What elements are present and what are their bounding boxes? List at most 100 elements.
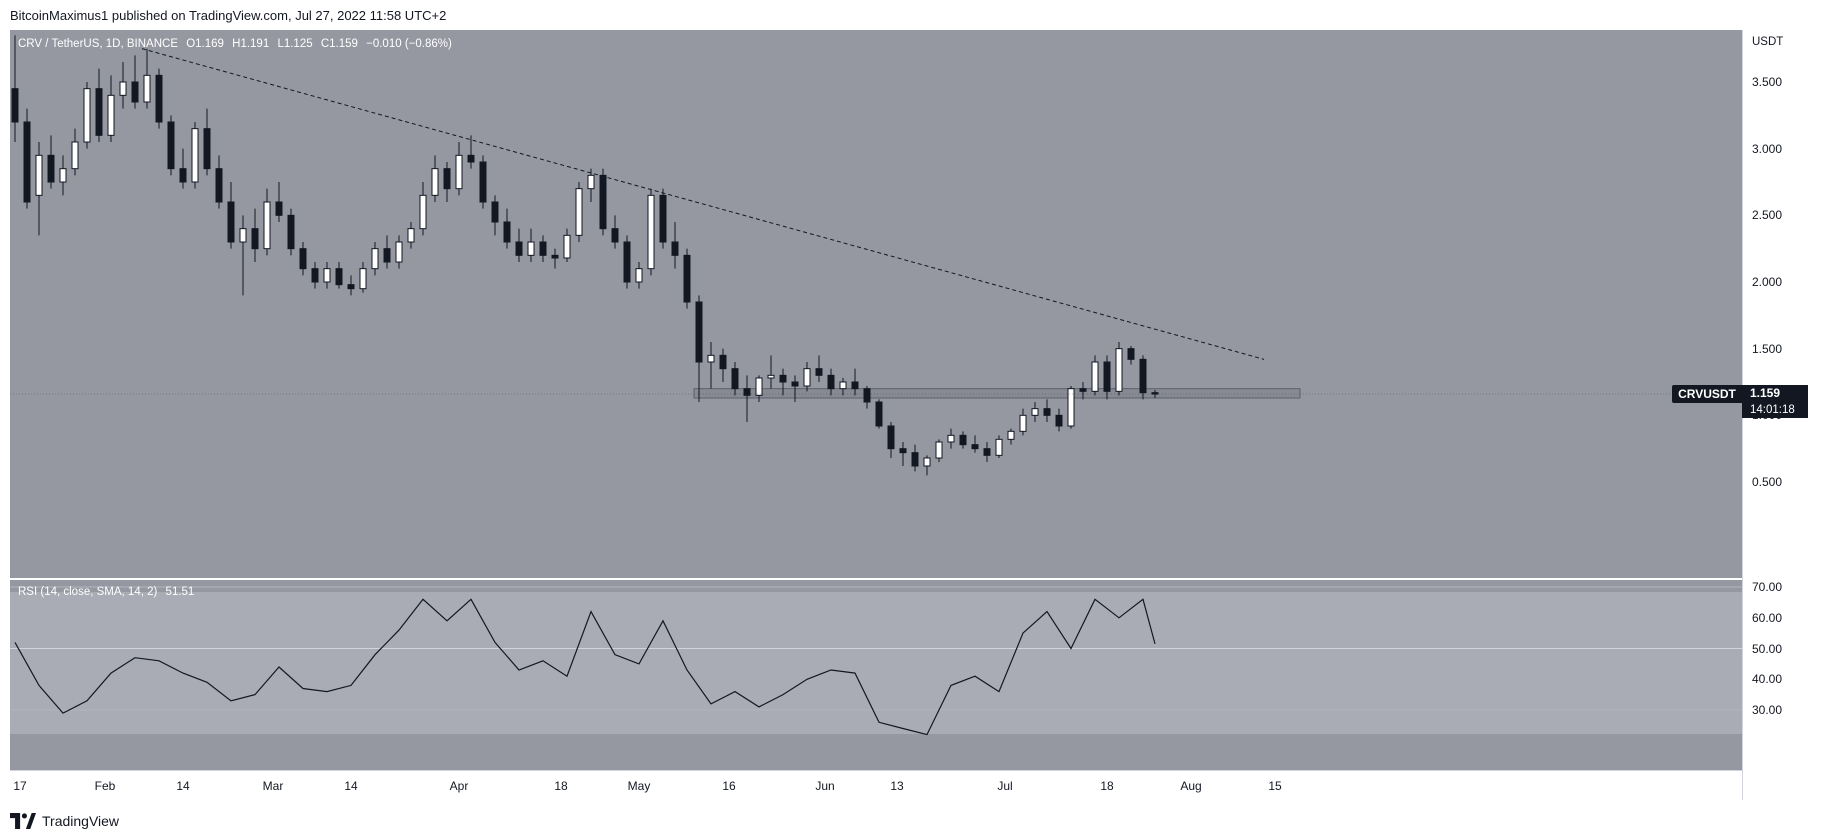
bull-candle-body (83, 88, 91, 143)
time-tick-label: 13 (890, 779, 904, 793)
candle (791, 375, 799, 402)
candle (131, 55, 139, 109)
price-pane[interactable]: CRV / TetherUS, 1D, BINANCE O1.169 H1.19… (10, 30, 1742, 578)
bear-candle-body (731, 368, 739, 390)
low-value: L1.125 (277, 38, 313, 50)
candle (1139, 355, 1147, 400)
bear-candle-body (275, 201, 283, 216)
rsi-label: RSI (14, close, SMA, 14, 2) (18, 586, 158, 598)
bear-candle-body (155, 74, 163, 123)
bear-candle-body (539, 241, 547, 256)
time-tick-label: Aug (1180, 779, 1202, 793)
bear-candle-body (215, 168, 223, 203)
candle (599, 168, 607, 236)
bear-candle-body (695, 301, 703, 363)
candle (95, 68, 103, 142)
candle (311, 262, 319, 289)
candle (959, 431, 967, 449)
bull-candle-body (59, 168, 67, 183)
open-value: O1.169 (186, 38, 224, 50)
bear-candle-body (227, 201, 235, 243)
bull-candle-body (587, 174, 595, 190)
candle (431, 155, 439, 202)
candle (527, 228, 535, 262)
candle (299, 242, 307, 276)
rsi-pane[interactable]: RSI (14, close, SMA, 14, 2) 51.51 (10, 580, 1742, 798)
candle (1151, 390, 1159, 398)
bear-candle-body (1043, 408, 1051, 416)
bear-candle-body (1151, 392, 1159, 395)
bull-candle-body (191, 128, 199, 183)
candle (923, 455, 931, 476)
bear-candle-body (383, 248, 391, 263)
candle (947, 428, 955, 449)
candle (83, 82, 91, 149)
price-tick-label: 2.000 (1752, 275, 1783, 289)
bull-candle-body (419, 194, 427, 230)
bear-candle-body (791, 381, 799, 387)
time-tick-label: Jul (997, 779, 1013, 793)
candle (491, 195, 499, 236)
bear-candle-body (1079, 388, 1087, 392)
high-value: H1.191 (232, 38, 270, 50)
candle (563, 228, 571, 262)
bear-candle-body (311, 268, 319, 283)
candle (1055, 408, 1063, 432)
rsi-tick-label: 50.00 (1752, 641, 1783, 656)
bull-candle-body (935, 441, 943, 459)
chart-frame[interactable]: CRV / TetherUS, 1D, BINANCE O1.169 H1.19… (10, 30, 1742, 800)
bull-candle-body (371, 248, 379, 270)
close-value: C1.159 (320, 38, 358, 50)
candle (335, 262, 343, 289)
bear-candle-body (875, 401, 883, 427)
candle (287, 208, 295, 256)
candle (707, 342, 715, 389)
bull-candle-body (323, 268, 331, 283)
candle (323, 262, 331, 289)
candle (167, 115, 175, 176)
candle (971, 435, 979, 453)
rsi-tick-label: 60.00 (1752, 610, 1783, 625)
candle (851, 368, 859, 396)
candle (887, 422, 895, 458)
bull-candle-body (71, 141, 79, 170)
descending-trendline (141, 48, 1265, 360)
candle (1091, 355, 1099, 396)
candle (263, 188, 271, 256)
bear-candle-body (599, 174, 607, 230)
price-legend: CRV / TetherUS, 1D, BINANCE O1.169 H1.19… (18, 38, 457, 50)
bear-candle-body (1103, 361, 1111, 392)
bear-candle-body (611, 228, 619, 243)
candle (359, 262, 367, 293)
time-axis[interactable]: 17 Feb 14 Mar 14 Apr 18 May 16 Jun 13 Jul 18 Aug 15 (10, 770, 1742, 801)
candle (935, 439, 943, 462)
bull-candle-body (1019, 414, 1027, 432)
bear-candle-body (1055, 414, 1063, 427)
price-tick-label: 0.500 (1752, 475, 1783, 489)
price-tick-label: 3.500 (1752, 75, 1783, 89)
time-tick-label: 18 (554, 779, 568, 793)
candle (59, 155, 67, 196)
bull-candle-body (1031, 408, 1039, 416)
publisher-line: BitcoinMaximus1 published on TradingView… (10, 8, 447, 23)
candle (1079, 382, 1087, 400)
bull-candle-body (923, 457, 931, 467)
candle (275, 182, 283, 222)
candle (659, 188, 667, 249)
bull-candle-body (143, 74, 151, 103)
candle (815, 355, 823, 382)
last-price-tag: CRVUSDT 1.159 14:01:18 (1672, 385, 1808, 419)
candle (371, 242, 379, 276)
bull-candle-body (947, 434, 955, 443)
rsi-tick-label: 30.00 (1752, 703, 1783, 717)
bull-candle-body (1067, 388, 1075, 427)
candle (767, 355, 775, 389)
time-tick-label: 14 (176, 779, 190, 793)
bear-candle-body (827, 374, 835, 390)
candle (179, 148, 187, 189)
candle (1115, 342, 1123, 396)
candle (455, 142, 463, 196)
bar-countdown: 14:01:18 (1742, 402, 1808, 418)
tradingview-brand[interactable]: TradingView (10, 812, 119, 830)
bear-candle-body (911, 452, 919, 467)
